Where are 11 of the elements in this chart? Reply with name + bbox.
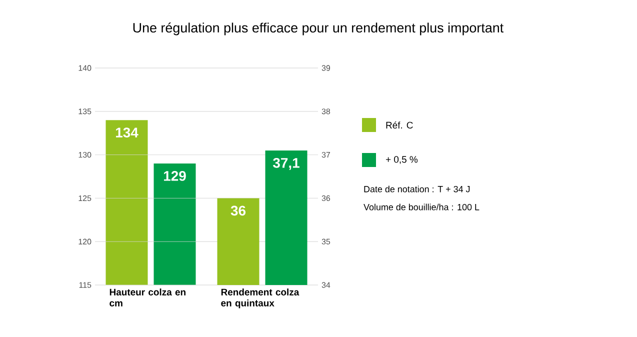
legend-label: Réf. C [386,121,413,129]
text: Volume de bouillie/ha : 100 L [364,204,480,210]
text: Date de notation : T + 34 J [364,186,470,192]
legend-label: + 0,5 % [386,156,418,164]
x-tick-label: Hauteur colza en cm [110,288,186,306]
data-label: 36 [230,206,246,216]
x-tick-label: Rendement colza en quintaux [221,288,300,308]
data-label: 37,1 [272,158,300,170]
data-label: 129 [164,170,186,181]
data-label: 134 [116,128,138,138]
chart-title: Une régulation plus efficace pour un rendement plus important [133,22,504,36]
